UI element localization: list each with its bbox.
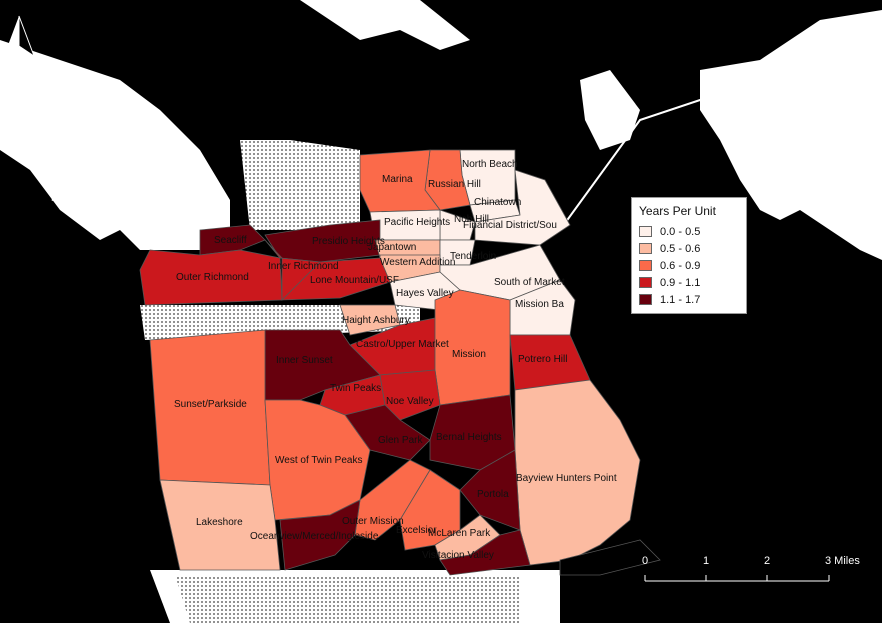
legend-item: 0.0 - 0.5 [639,223,739,240]
nbhd-oceanview-merced-ingleside [279,499,361,571]
nbhd-outer-richmond [139,249,283,306]
nbhd-nob-hill [439,209,476,241]
water-bottom [559,539,661,576]
nbhd-lone-mountain-usf [280,257,391,301]
legend-swatch [639,294,652,305]
north-label: N [51,193,59,204]
nbhd-visitacion-valley [439,529,531,576]
scale-tick-3: 3 Miles [825,555,860,567]
neighborhood-polygons [139,149,661,576]
nbhd-pacific-heights [369,209,441,241]
legend-items: 0.0 - 0.5 0.5 - 0.6 0.6 - 0.9 0.9 - 1.1 1.1 … [639,223,739,308]
legend-swatch [639,277,652,288]
scale-tick-2: 2 [764,555,771,567]
legend-item: 0.6 - 0.9 [639,257,739,274]
legend-swatch [639,226,652,237]
nbhd-financial-district [474,169,571,246]
nbhd-lakeshore [159,479,281,571]
nbhd-bayview-hunters-point [514,379,641,566]
legend-title: Years Per Unit [639,204,716,218]
legend-swatch [639,243,652,254]
nbhd-mission [434,289,511,406]
nbhd-portola [459,449,521,531]
legend-label: 1.1 - 1.7 [660,293,701,306]
nbhd-tenderloin [439,239,476,266]
legend-swatch [639,260,652,271]
north-arrow-icon [4,15,36,58]
nbhd-noe-valley [379,369,441,421]
nbhd-seacliff [199,224,266,256]
legend-label: 0.6 - 0.9 [660,259,701,272]
nbhd-sunset-parkside [149,329,271,486]
map-legend: Years Per Unit 0.0 - 0.5 0.5 - 0.6 0.6 - 0… [631,197,747,314]
legend-item: 1.1 - 1.7 [639,291,739,308]
legend-item: 0.5 - 0.6 [639,240,739,257]
legend-item: 0.9 - 1.1 [639,274,739,291]
scale-tick-1: 1 [703,555,710,567]
scale-bar-line [644,575,830,582]
legend-label: 0.0 - 0.5 [660,225,701,238]
legend-label: 0.9 - 1.1 [660,276,701,289]
legend-label: 0.5 - 0.6 [660,242,701,255]
scale-tick-0: 0 [642,555,649,567]
nbhd-north-beach [459,149,516,206]
scale-bar: 0 1 2 3 Miles [632,553,872,593]
